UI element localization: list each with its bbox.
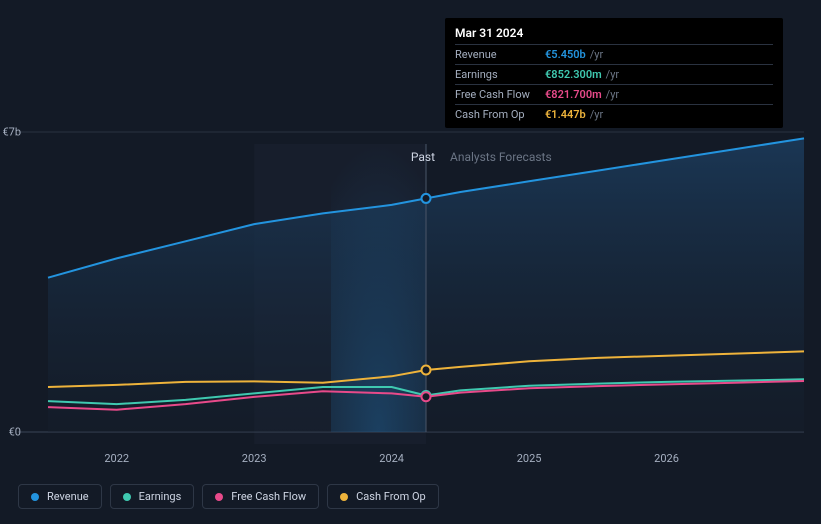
marker-fcf: [422, 392, 431, 401]
legend-label: Cash From Op: [356, 490, 426, 503]
x-tick-label: 2024: [379, 452, 404, 465]
tooltip-metric-value: €1.447b: [545, 108, 586, 121]
x-tick-label: 2026: [654, 452, 679, 465]
legend: Revenue Earnings Free Cash Flow Cash From O…: [18, 484, 439, 509]
legend-item[interactable]: Cash From Op: [327, 484, 439, 509]
tooltip-unit: /yr: [590, 108, 603, 121]
legend-item[interactable]: Revenue: [18, 484, 102, 509]
tooltip-metric-value: €821.700m: [545, 88, 602, 101]
y-tick-label: €7b: [0, 126, 21, 139]
tooltip-metric-label: Free Cash Flow: [455, 88, 545, 101]
legend-swatch: [123, 493, 131, 501]
tooltip-row: Revenue€5.450b/yr: [455, 44, 773, 64]
tooltip-rows: Revenue€5.450b/yrEarnings€852.300m/yrFre…: [455, 44, 773, 124]
spotlight: [331, 144, 426, 432]
x-tick-label: 2022: [104, 452, 129, 465]
legend-item[interactable]: Earnings: [110, 484, 195, 509]
legend-label: Revenue: [47, 490, 89, 503]
y-tick-label: €0: [0, 426, 21, 439]
hover-tooltip: Mar 31 2024 Revenue€5.450b/yrEarnings€85…: [445, 18, 783, 128]
tooltip-metric-label: Cash From Op: [455, 108, 545, 121]
legend-swatch: [215, 493, 223, 501]
tooltip-row: Earnings€852.300m/yr: [455, 64, 773, 84]
legend-label: Earnings: [139, 490, 182, 503]
x-tick-label: 2023: [242, 452, 267, 465]
marker-revenue: [422, 194, 431, 203]
tooltip-unit: /yr: [606, 68, 619, 81]
forecast-period-label: Analysts Forecasts: [450, 150, 552, 164]
tooltip-unit: /yr: [590, 48, 603, 61]
marker-cash_op: [422, 365, 431, 374]
legend-label: Free Cash Flow: [231, 490, 306, 503]
tooltip-metric-value: €5.450b: [545, 48, 586, 61]
tooltip-unit: /yr: [606, 88, 619, 101]
tooltip-row: Cash From Op€1.447b/yr: [455, 104, 773, 124]
x-tick-label: 2025: [517, 452, 542, 465]
legend-swatch: [340, 493, 348, 501]
past-period-label: Past: [411, 150, 435, 164]
tooltip-date: Mar 31 2024: [455, 24, 773, 44]
tooltip-metric-value: €852.300m: [545, 68, 602, 81]
tooltip-metric-label: Earnings: [455, 68, 545, 81]
tooltip-metric-label: Revenue: [455, 48, 545, 61]
legend-item[interactable]: Free Cash Flow: [202, 484, 319, 509]
tooltip-row: Free Cash Flow€821.700m/yr: [455, 84, 773, 104]
earnings-revenue-chart: Past Analysts Forecasts Mar 31 2024 Reve…: [0, 0, 821, 524]
legend-swatch: [31, 493, 39, 501]
